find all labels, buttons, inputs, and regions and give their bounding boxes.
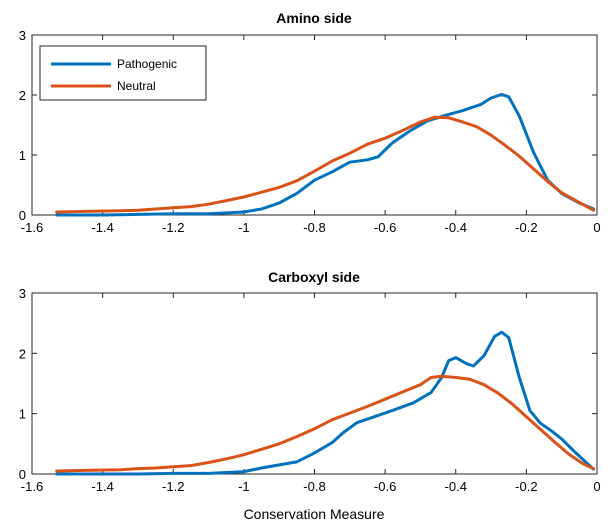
x-axis: -1.6 -1.4 -1.2 -1 -0.8 -0.6 -0.4 -0.2 0 bbox=[21, 293, 601, 494]
x-tick-label: -1.2 bbox=[162, 220, 184, 235]
x-tick-label: -1.6 bbox=[21, 479, 43, 494]
y-axis: 0 1 2 3 bbox=[19, 286, 597, 482]
plot-title: Carboxyl side bbox=[268, 269, 360, 285]
series-line-neutral bbox=[55, 115, 595, 214]
x-axis: -1.6 -1.4 -1.2 -1 -0.8 -0.6 -0.4 -0.2 0 bbox=[21, 35, 601, 235]
x-tick-label: -1.2 bbox=[162, 479, 184, 494]
x-tick-label: -0.2 bbox=[515, 479, 537, 494]
y-tick-label: 0 bbox=[19, 208, 26, 223]
x-tick-label: -0.8 bbox=[303, 220, 325, 235]
plot-area bbox=[31, 292, 598, 475]
series-line-pathogenic bbox=[55, 330, 595, 476]
x-tick-label: 0 bbox=[593, 479, 600, 494]
plot-title: Amino side bbox=[276, 10, 352, 26]
x-tick-label: -1.6 bbox=[21, 220, 43, 235]
x-tick-label: -0.6 bbox=[374, 479, 396, 494]
y-tick-label: 0 bbox=[19, 467, 26, 482]
legend-box bbox=[39, 45, 207, 101]
amino-side-plot: Amino side -1.6 -1.4 -1.2 -1 -0.8 -0.6 -0.4 -0.… bbox=[19, 10, 601, 235]
legend-label-pathogenic: Pathogenic bbox=[117, 57, 177, 71]
x-tick-label: -0.4 bbox=[445, 479, 467, 494]
x-tick-label: -1.4 bbox=[91, 479, 113, 494]
x-tick-label: -1.4 bbox=[91, 220, 113, 235]
y-tick-label: 2 bbox=[19, 88, 26, 103]
carboxyl-side-plot: Carboxyl side -1.6 -1.4 -1.2 -1 -0.8 -0.6 -0.4… bbox=[19, 269, 601, 522]
series-lines bbox=[55, 330, 595, 476]
y-tick-label: 3 bbox=[19, 28, 26, 43]
legend: Pathogenic Neutral bbox=[39, 45, 207, 101]
x-tick-label: -0.6 bbox=[374, 220, 396, 235]
y-tick-label: 1 bbox=[19, 148, 26, 163]
x-tick-label: 0 bbox=[593, 220, 600, 235]
x-axis-label: Conservation Measure bbox=[244, 506, 385, 522]
y-axis: 0 1 2 3 bbox=[19, 28, 597, 223]
y-tick-label: 2 bbox=[19, 346, 26, 361]
y-tick-label: 1 bbox=[19, 407, 26, 422]
x-tick-label: -0.4 bbox=[445, 220, 467, 235]
series-line-pathogenic bbox=[55, 92, 595, 217]
series-lines bbox=[55, 92, 595, 217]
x-tick-label: -1 bbox=[238, 220, 250, 235]
y-tick-label: 3 bbox=[19, 286, 26, 301]
x-tick-label: -1 bbox=[238, 479, 250, 494]
x-tick-label: -0.2 bbox=[515, 220, 537, 235]
series-line-neutral bbox=[55, 374, 595, 473]
x-tick-label: -0.8 bbox=[303, 479, 325, 494]
legend-label-neutral: Neutral bbox=[117, 79, 156, 93]
